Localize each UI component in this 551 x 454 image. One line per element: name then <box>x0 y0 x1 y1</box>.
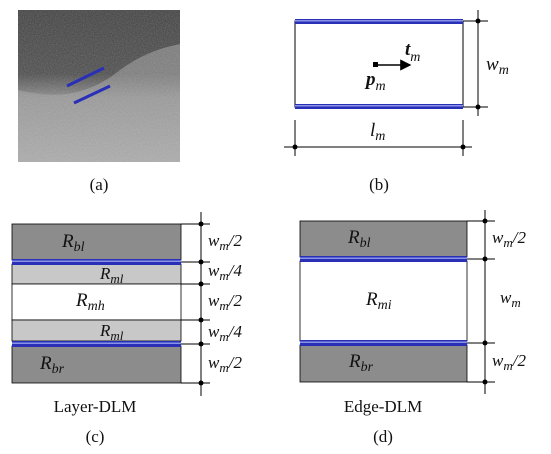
panel-a: (a) <box>18 10 180 194</box>
dim-dot <box>475 18 481 24</box>
region-br <box>11 345 182 384</box>
dim-dot <box>198 317 204 323</box>
caption-a: (a) <box>90 175 109 194</box>
label-r-mi: Rmi <box>365 289 392 313</box>
region-br <box>299 344 468 383</box>
dim-dot <box>482 218 488 224</box>
dim-dot <box>198 221 204 227</box>
center-point <box>373 62 378 67</box>
caption-b: (b) <box>369 175 389 194</box>
panel-b: wm lm tm pm (b) <box>284 10 509 194</box>
dim-label: wm/2 <box>208 291 242 313</box>
image-blue-line-2 <box>73 84 111 105</box>
label-r-br: Rbr <box>39 353 65 377</box>
dim-label: wm/2 <box>492 351 526 373</box>
dim-dot <box>198 259 204 265</box>
width-label: wm <box>486 54 509 78</box>
dim-dot <box>475 104 481 110</box>
region-ml-bottom <box>11 319 182 342</box>
region-bl <box>299 220 468 258</box>
dim-dot <box>198 380 204 386</box>
dim-dot <box>292 144 298 150</box>
dim-dot <box>482 379 488 385</box>
label-r-ml-bottom: Rml <box>99 321 124 343</box>
label-r-br: Rbr <box>348 351 374 375</box>
panel-d: Rbl Rmi Rbr wm/2 wm wm/2 Edge-DLM (d) <box>299 210 526 446</box>
dim-label: wm/2 <box>492 228 526 250</box>
region-ml-top <box>11 263 182 285</box>
image-blue-line-1 <box>66 66 105 88</box>
model-box <box>294 20 464 108</box>
label-r-ml-top: Rml <box>99 264 124 286</box>
caption-c: (c) <box>86 427 105 446</box>
dim-dot <box>482 256 488 262</box>
panel-c: Rbl Rml Rmh Rml Rbr wm/2 wm/4 wm/2 wm/4 … <box>11 212 242 446</box>
dim-label: wm/2 <box>208 231 242 253</box>
direction-label: tm <box>405 39 420 65</box>
region-mh <box>11 283 182 321</box>
caption-d: (d) <box>373 427 393 446</box>
edge-dlm-title: Edge-DLM <box>344 397 422 416</box>
image-noise <box>18 10 180 162</box>
label-r-mh: Rmh <box>75 290 105 314</box>
point-label: pm <box>364 69 386 94</box>
dim-label: wm <box>500 288 521 310</box>
region-bl <box>11 223 182 261</box>
length-label: lm <box>370 120 385 144</box>
layer-dlm-title: Layer-DLM <box>54 397 137 416</box>
dim-label: wm/4 <box>208 261 242 283</box>
label-r-bl: Rbl <box>61 231 85 255</box>
dim-dot <box>198 341 204 347</box>
dim-label: wm/2 <box>208 353 242 375</box>
dim-dot <box>482 340 488 346</box>
dim-dot <box>460 144 466 150</box>
label-r-bl: Rbl <box>347 227 371 251</box>
dim-label: wm/4 <box>208 322 242 344</box>
dim-dot <box>198 281 204 287</box>
